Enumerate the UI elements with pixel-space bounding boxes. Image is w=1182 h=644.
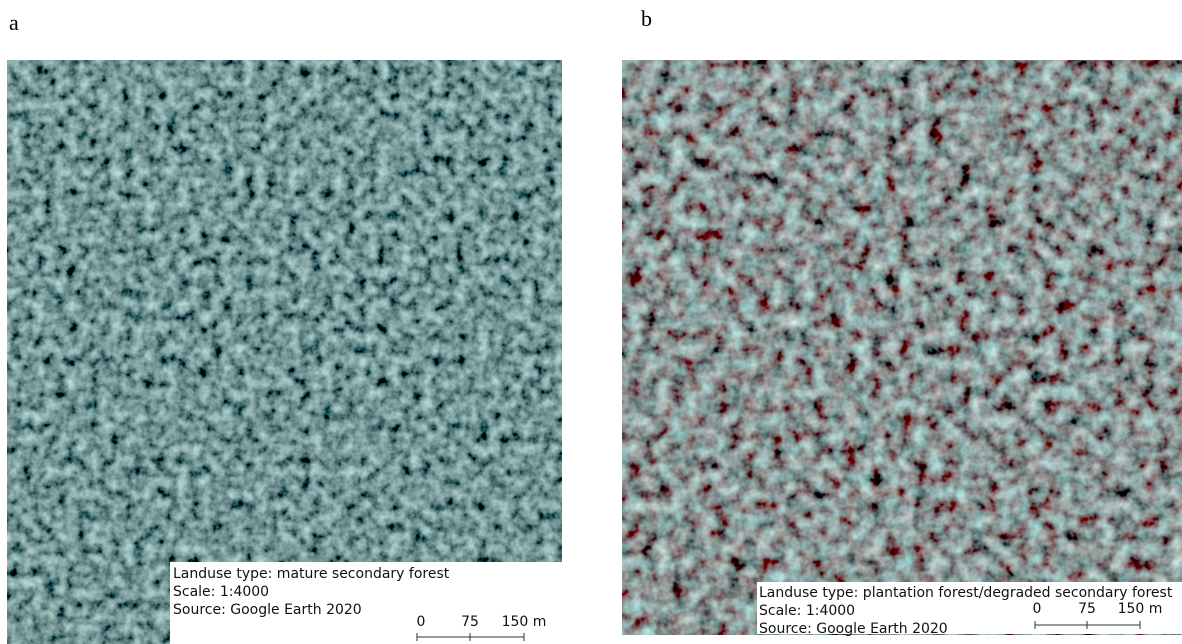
panel-label: b (641, 6, 652, 31)
panel-label: a (9, 10, 19, 35)
scale-label: 150 m (502, 614, 547, 630)
caption-line: Scale: 1:4000 (173, 584, 269, 600)
scale-label: 75 (461, 614, 479, 630)
caption-line: Source: Google Earth 2020 (173, 602, 362, 618)
scale-label: 0 (417, 614, 426, 630)
scale-label: 75 (1078, 601, 1096, 617)
caption-line: Landuse type: plantation forest/degraded… (759, 585, 1173, 601)
caption-line: Source: Google Earth 2020 (759, 621, 948, 637)
canopy-texture (622, 60, 1182, 635)
canopy-texture (7, 60, 562, 644)
figure: a b Landuse type: mature secondary fores… (0, 0, 1182, 644)
caption-line: Scale: 1:4000 (759, 603, 855, 619)
caption-line: Landuse type: mature secondary forest (173, 566, 450, 582)
scale-label: 150 m (1118, 601, 1163, 617)
scale-label: 0 (1033, 601, 1042, 617)
